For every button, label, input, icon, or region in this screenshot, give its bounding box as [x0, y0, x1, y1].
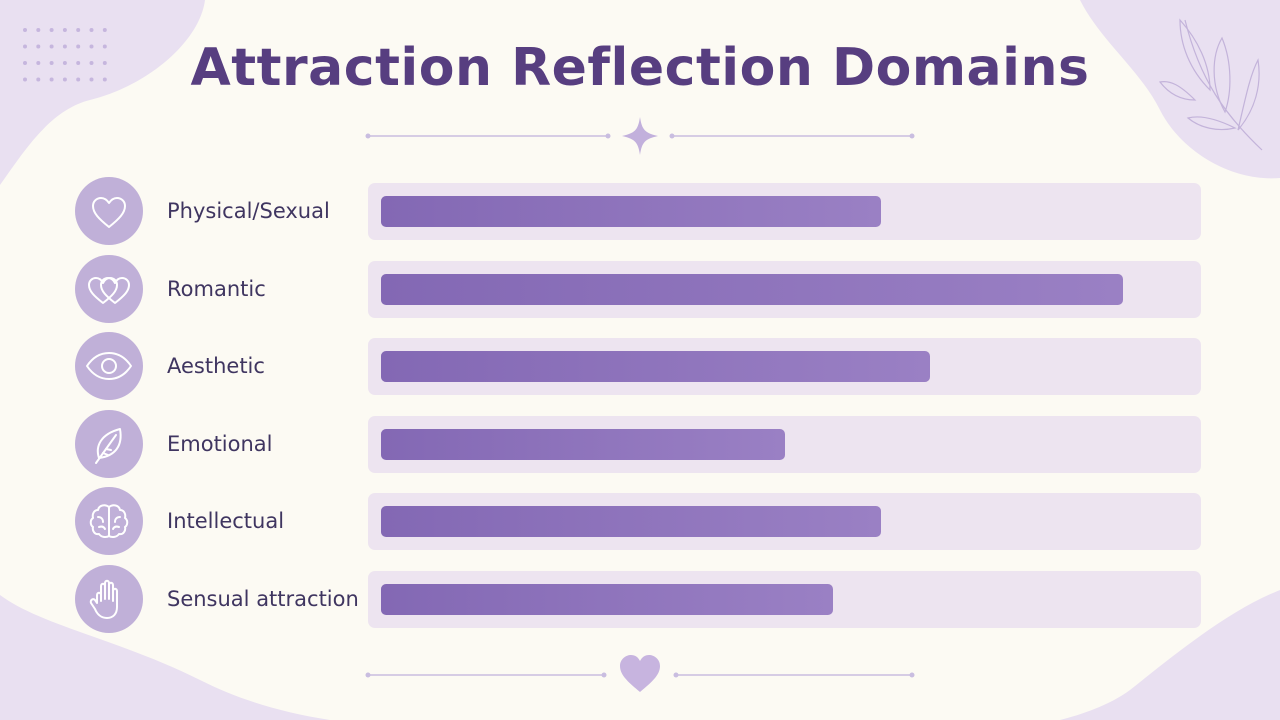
- decor-dot: [89, 44, 94, 49]
- decor-dot: [62, 61, 67, 65]
- bottom-divider: [365, 655, 915, 692]
- bar: [381, 428, 785, 460]
- decor-dot: [102, 28, 107, 32]
- top-divider: [365, 117, 915, 155]
- decor-dot: [102, 44, 107, 49]
- category-label: Intellectual: [167, 509, 285, 534]
- decor-dot: [76, 44, 81, 49]
- top-right-blob: [1080, 0, 1280, 179]
- chart-title: Attraction Reflection Domains: [190, 38, 1090, 98]
- decor-dot: [89, 28, 94, 32]
- brain-icon: [89, 504, 129, 539]
- decor-dot: [62, 77, 67, 82]
- sparkle-icon: [622, 117, 658, 155]
- decor-dot: [89, 61, 94, 65]
- decor-dot: [102, 61, 107, 65]
- category-label: Romantic: [167, 276, 266, 301]
- decor-dot: [62, 44, 67, 49]
- icon-circle: [75, 177, 143, 245]
- bar-track: [368, 338, 1201, 396]
- decor-dot: [76, 28, 81, 32]
- decor-dot: [49, 77, 54, 82]
- hand-icon: [89, 579, 118, 619]
- bar-track: [368, 415, 1201, 473]
- category-label: Aesthetic: [167, 354, 265, 379]
- decor-dot: [76, 61, 81, 65]
- dot-grid-decoration: [23, 28, 107, 82]
- decor-dot: [23, 44, 27, 49]
- bar-track: [368, 260, 1201, 318]
- leaf-icon: [95, 427, 122, 464]
- bottom-left-blob: [0, 595, 330, 720]
- eye-icon: [86, 352, 132, 381]
- decor-dot: [89, 77, 94, 82]
- decor-dot: [36, 44, 41, 49]
- bar: [381, 584, 833, 615]
- icon-circle: [75, 332, 143, 401]
- icon-circle: [75, 565, 143, 633]
- bar: [381, 196, 881, 227]
- decor-dot: [23, 61, 27, 65]
- decor-dot: [49, 44, 54, 49]
- icon-circle: [75, 254, 143, 323]
- decor-dot: [49, 61, 54, 65]
- decor-dot: [36, 77, 41, 82]
- icon-circle: [75, 409, 143, 478]
- decor-dot: [36, 28, 41, 32]
- bar: [381, 506, 881, 538]
- decor-dot: [102, 77, 107, 82]
- decor-dot: [76, 77, 81, 82]
- decor-dot: [23, 77, 27, 82]
- bar-track: [368, 183, 1201, 240]
- decor-dot: [62, 28, 67, 32]
- double-heart-icon: [88, 276, 130, 304]
- icon-circle: [75, 487, 143, 556]
- bar-track: [368, 493, 1201, 551]
- heart-ornament-icon: [620, 655, 660, 692]
- category-label: Physical/Sexual: [167, 199, 330, 223]
- category-label: Emotional: [167, 431, 273, 456]
- decor-dot: [36, 61, 41, 65]
- bottom-right-blob: [1060, 590, 1280, 720]
- category-label: Sensual attraction: [167, 587, 359, 611]
- bar: [381, 351, 930, 383]
- bar-track: [368, 571, 1201, 628]
- decor-dot: [49, 28, 54, 32]
- bar: [381, 273, 1123, 305]
- decor-dot: [23, 28, 27, 32]
- leaf-branch-decoration: [1158, 18, 1263, 151]
- heart-icon: [92, 197, 126, 228]
